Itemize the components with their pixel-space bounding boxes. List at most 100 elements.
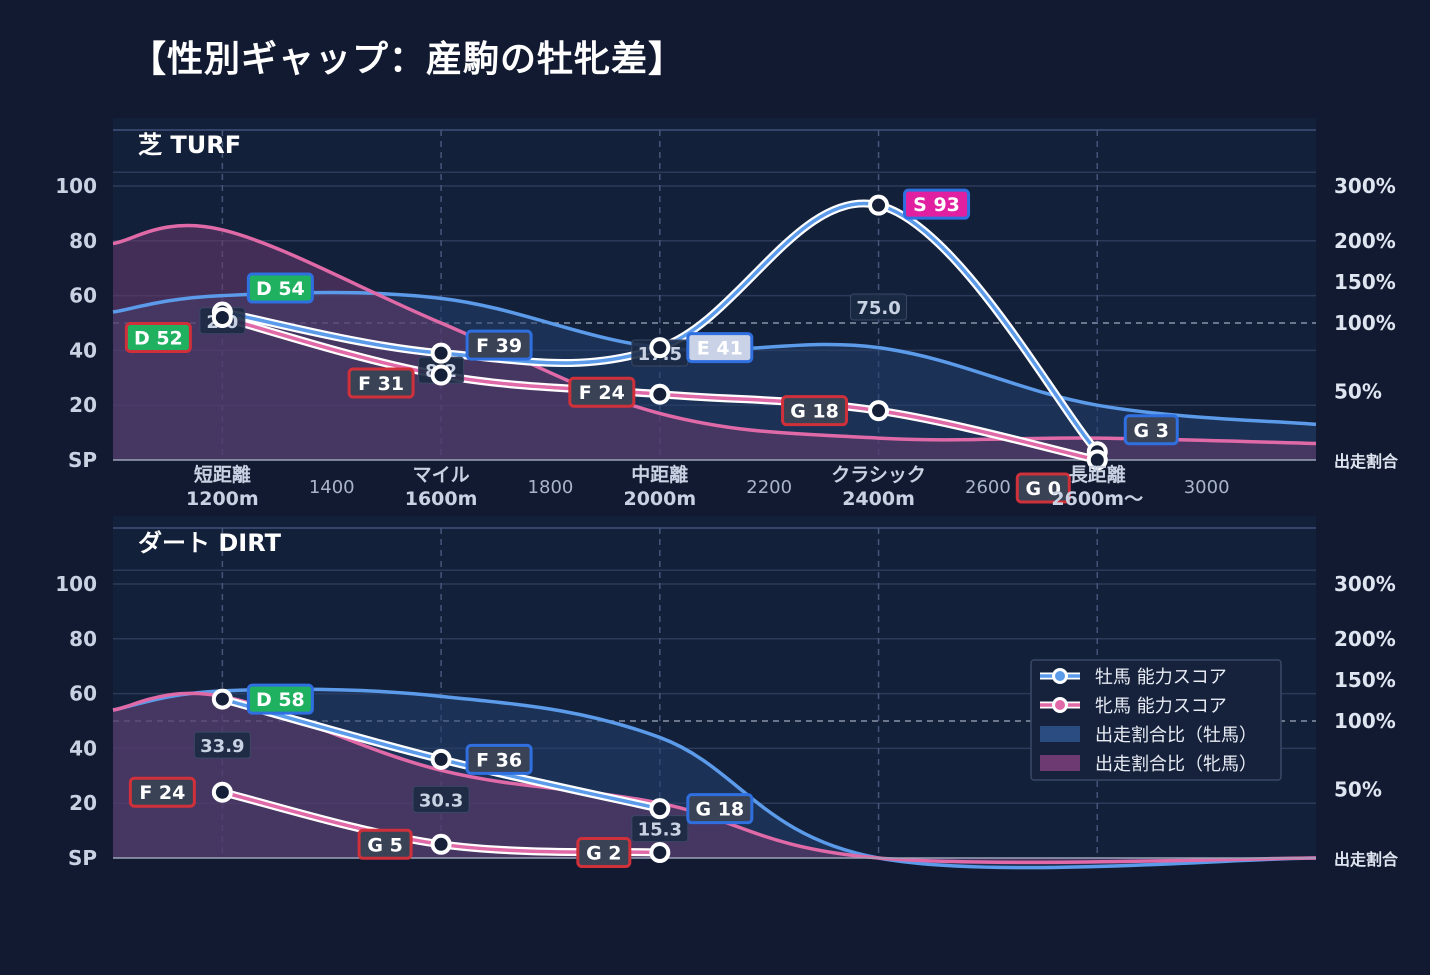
x-tick-label-line1: 長距離 xyxy=(1069,463,1126,486)
x-tick-minor-label: 1800 xyxy=(528,477,574,498)
score-point-inner xyxy=(434,346,448,360)
grade-badge xyxy=(686,793,754,825)
x-tick-label-line2: 2000m xyxy=(623,488,696,510)
area-male-edge xyxy=(112,687,1317,870)
x-tick-minor-label: 1400 xyxy=(309,477,355,498)
y2-tick-label: 100% xyxy=(1334,709,1396,733)
grade-badge xyxy=(1015,472,1071,504)
y2-tick-label: 300% xyxy=(1334,572,1396,596)
grade-badge xyxy=(357,828,413,860)
legend-swatch xyxy=(1040,726,1080,742)
score-point-inner xyxy=(653,846,667,860)
x-tick-label-line2: 2600m〜 xyxy=(1051,488,1143,510)
area-female xyxy=(113,693,1316,863)
gap-label-box xyxy=(193,731,251,759)
grade-badge xyxy=(903,188,971,220)
grade-badge xyxy=(465,329,533,361)
grade-badge-text: G 18 xyxy=(790,401,839,423)
y-tick-label: 40 xyxy=(69,338,97,362)
grade-badge xyxy=(686,332,754,364)
grade-badge-text: F 24 xyxy=(139,782,185,804)
grade-badge xyxy=(465,743,533,775)
grade-badge xyxy=(576,837,632,869)
grade-badge-text: F 31 xyxy=(358,373,404,395)
legend-label: 牡馬 能力スコア xyxy=(1095,667,1227,688)
legend-marker-inner xyxy=(1055,700,1065,710)
y-tick-label: 100 xyxy=(55,572,97,596)
score-point-inner xyxy=(872,198,886,212)
gap-label: 75.0 xyxy=(856,298,900,319)
score-point-inner xyxy=(1090,453,1104,467)
legend-box xyxy=(1030,659,1282,781)
x-tick-label-line1: マイル xyxy=(413,464,470,486)
y2-tick-label: 出走割合 xyxy=(1334,850,1399,869)
legend-marker-inner xyxy=(1055,671,1065,681)
score-point-inner xyxy=(434,837,448,851)
area-female-edge xyxy=(112,223,1317,446)
grade-badge-text: D 52 xyxy=(134,328,183,350)
x-tick-label-line2: 1600m xyxy=(405,488,478,510)
gap-label: 30.3 xyxy=(419,790,463,811)
gap-label: 15.3 xyxy=(638,820,682,841)
panel-turf: SP20406080100出走割合50%100%150%200%300%2.08… xyxy=(55,118,1399,510)
grade-badge-text: S 93 xyxy=(913,194,960,216)
gap-label-box xyxy=(412,785,470,813)
y2-tick-label: 出走割合 xyxy=(1334,452,1399,471)
grade-badge-text: G 0 xyxy=(1026,478,1061,500)
y-tick-label: 60 xyxy=(69,284,97,308)
panel-label: 芝 TURF xyxy=(138,131,241,159)
y-tick-label: SP xyxy=(68,846,97,870)
y2-tick-label: 100% xyxy=(1334,311,1396,335)
grade-badge-text: G 18 xyxy=(695,799,744,821)
grade-badge xyxy=(568,376,636,408)
y2-tick-label: 200% xyxy=(1334,229,1396,253)
y-tick-label: 40 xyxy=(69,736,97,760)
gap-label-box xyxy=(850,293,908,321)
legend-swatch xyxy=(1040,755,1080,771)
score-point-inner xyxy=(434,752,448,766)
y2-tick-label: 150% xyxy=(1334,270,1396,294)
grade-badge-text: F 39 xyxy=(476,335,522,357)
score-point-inner xyxy=(653,802,667,816)
score-point-inner xyxy=(872,404,886,418)
grade-badge xyxy=(128,776,196,808)
grade-badge xyxy=(781,395,849,427)
legend-label: 出走割合比（牡馬） xyxy=(1095,725,1257,746)
score-point-inner xyxy=(653,387,667,401)
x-tick-label-line2: 1200m xyxy=(186,488,259,510)
x-tick-minor-label: 2600 xyxy=(965,477,1011,498)
y2-tick-label: 50% xyxy=(1334,380,1382,404)
score-point-inner xyxy=(434,368,448,382)
grade-badge xyxy=(246,272,314,304)
y-tick-label: 20 xyxy=(69,791,97,815)
panel-label: ダート DIRT xyxy=(138,529,282,557)
y2-tick-label: 200% xyxy=(1334,627,1396,651)
y2-tick-label: 150% xyxy=(1334,668,1396,692)
chart-title: 【性別ギャップ：産駒の牡牝差】 xyxy=(130,39,686,80)
area-female xyxy=(113,225,1316,460)
x-tick-label-line1: 中距離 xyxy=(631,463,688,486)
grade-badge-text: D 58 xyxy=(256,689,305,711)
legend-label: 出走割合比（牝馬） xyxy=(1095,754,1257,775)
y-tick-label: 20 xyxy=(69,393,97,417)
y-tick-label: 80 xyxy=(69,229,97,253)
grade-badge-text: F 24 xyxy=(579,382,625,404)
score-line xyxy=(220,201,1100,454)
grade-badge-text: D 54 xyxy=(256,278,305,300)
grade-badge xyxy=(1123,414,1179,446)
grade-badge-text: F 36 xyxy=(476,749,522,771)
score-point-inner xyxy=(215,692,229,706)
x-tick-label-line1: クラシック xyxy=(831,464,926,486)
grade-badge-text: G 2 xyxy=(586,843,621,865)
x-tick-label-line1: 短距離 xyxy=(194,463,251,486)
legend-label: 牝馬 能力スコア xyxy=(1095,696,1227,717)
gap-label: 33.9 xyxy=(200,736,244,757)
y-tick-label: 80 xyxy=(69,627,97,651)
grade-badge xyxy=(124,322,192,354)
score-point-inner xyxy=(653,341,667,355)
y-tick-label: 60 xyxy=(69,682,97,706)
grade-badge xyxy=(246,683,314,715)
score-point-inner xyxy=(215,311,229,325)
score-point-inner xyxy=(215,785,229,799)
